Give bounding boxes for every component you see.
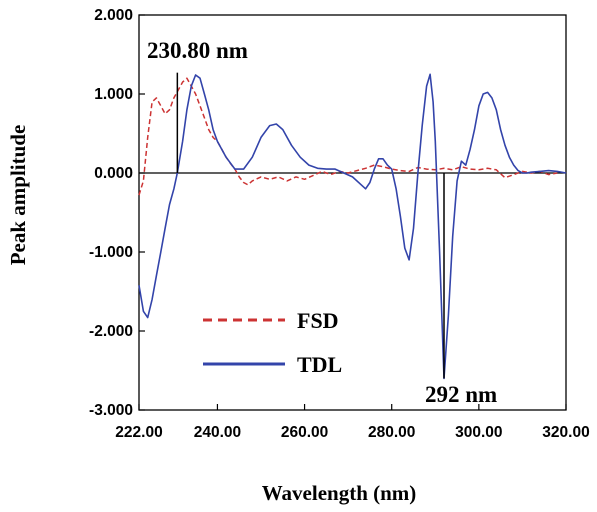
y-tick-label: -3.000 [89, 402, 133, 419]
x-tick-label: 240.00 [194, 424, 241, 441]
x-tick-label: 280.00 [368, 424, 415, 441]
x-axis-title: Wavelength (nm) [262, 481, 417, 505]
y-tick-label: 1.000 [94, 86, 133, 103]
series-line-tdl [138, 73, 567, 380]
annotation-230-80-nm: 230.80 nm [147, 38, 248, 63]
plot-area: 2.000 1.000 0.000 -1.000 -2.000 -3.000 222.00 2… [89, 7, 590, 441]
y-tick-label: -2.000 [89, 323, 133, 340]
y-tick-label: 2.000 [94, 7, 133, 24]
legend-label-tdl: TDL [297, 352, 342, 377]
x-tick-label: 300.00 [455, 424, 502, 441]
x-tick-label: 320.00 [542, 424, 589, 441]
annotation-292-nm: 292 nm [425, 382, 497, 407]
legend: FSD TDL [203, 308, 342, 377]
y-tick-label: -1.000 [89, 244, 133, 261]
legend-label-fsd: FSD [297, 308, 339, 333]
x-tick-label: 260.00 [281, 424, 328, 441]
plot-frame [138, 14, 567, 411]
x-tick-label: 222.00 [115, 424, 162, 441]
y-tick-label: 0.000 [94, 165, 133, 182]
series-line-fsd [138, 77, 558, 196]
y-axis-title: Peak amplitude [6, 125, 30, 266]
